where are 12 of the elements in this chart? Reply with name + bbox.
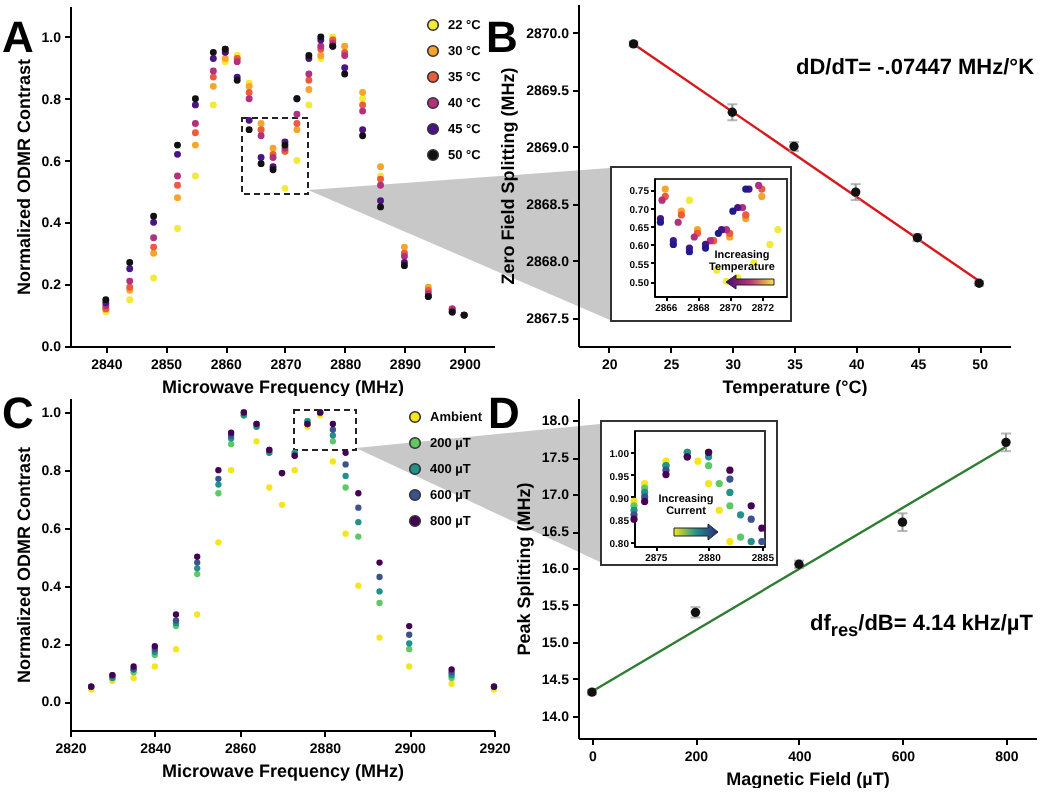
x-axis-title: Temperature (°C)	[722, 377, 868, 397]
annotation: dD/dT= -.07447 MHz/°K	[796, 56, 1035, 80]
y-axis-title: Peak Splitting (MHz)	[513, 482, 534, 656]
chart-title: D	[488, 388, 520, 440]
chart-title: C	[2, 388, 34, 440]
chart-title: B	[486, 12, 518, 64]
x-axis-title: Microwave Frequency (MHz)	[161, 377, 405, 397]
x-axis-title: Microwave Frequency (MHz)	[161, 761, 405, 781]
y-axis-title: Normalized ODMR Contrast	[13, 58, 34, 296]
y-axis-title: Normalized ODMR Contrast	[13, 446, 34, 684]
y-axis-title: Zero Field Splitting (MHz)	[498, 67, 519, 285]
annotation: df$_{res}$/dB= 4.14 kHz/µT	[810, 612, 1033, 641]
